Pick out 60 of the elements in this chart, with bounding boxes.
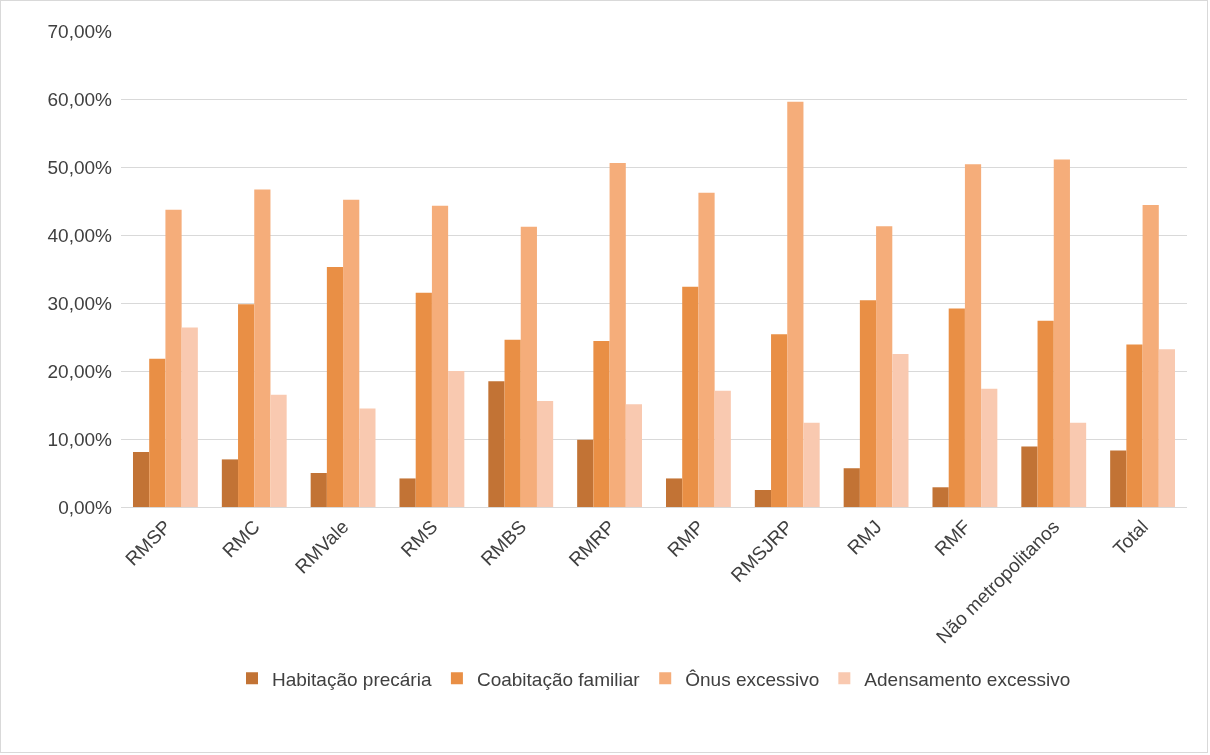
y-tick-label: 30,00% [47, 292, 113, 314]
y-tick-label: 0,00% [58, 496, 113, 518]
bar [787, 101, 804, 507]
bar [238, 304, 255, 507]
bar [343, 199, 360, 507]
bar [876, 226, 893, 507]
bar [859, 300, 877, 507]
legend-label: Habitação precária [272, 668, 432, 690]
bar [221, 459, 239, 507]
bar [593, 341, 610, 507]
bar [1158, 349, 1176, 507]
bar [698, 192, 715, 507]
bar [714, 390, 731, 507]
bar [1037, 320, 1054, 507]
bar [1069, 422, 1087, 507]
bar [415, 292, 432, 507]
y-tick-label: 40,00% [47, 224, 113, 246]
bar [448, 371, 465, 507]
bar [431, 205, 449, 507]
y-tick-label: 20,00% [47, 360, 113, 382]
bar [1021, 446, 1038, 507]
y-tick-label: 60,00% [47, 88, 113, 110]
bar [1110, 450, 1127, 507]
y-tick-label: 70,00% [47, 20, 113, 42]
bar [254, 189, 271, 507]
bar [754, 490, 772, 507]
bar [399, 478, 416, 507]
bar [625, 404, 643, 507]
bar [1053, 159, 1070, 507]
bar [932, 487, 949, 507]
bar [665, 478, 683, 507]
bar [132, 451, 150, 507]
bar [165, 209, 182, 507]
y-tick-label: 10,00% [47, 428, 113, 450]
bar [149, 358, 166, 507]
bar [536, 400, 554, 507]
bar [803, 422, 820, 507]
bar [843, 468, 860, 507]
bar [981, 388, 998, 507]
bar [520, 226, 537, 507]
bar [488, 381, 505, 507]
bar [359, 408, 376, 507]
bar [1126, 344, 1143, 507]
bar [326, 266, 344, 507]
bar [577, 439, 594, 507]
bar [181, 327, 198, 507]
y-tick-label: 50,00% [47, 156, 113, 178]
legend-label: Ônus excessivo [685, 668, 820, 690]
bar [892, 354, 909, 507]
bar [609, 162, 626, 507]
legend-label: Adensamento excessivo [864, 668, 1071, 690]
bar [964, 164, 982, 507]
bar [270, 394, 287, 507]
bar [682, 286, 699, 507]
legend-label: Coabitação familiar [476, 668, 641, 690]
bar [948, 308, 965, 507]
bar [1142, 205, 1159, 507]
bar [504, 339, 521, 507]
bar [310, 473, 327, 507]
bar [771, 334, 788, 507]
